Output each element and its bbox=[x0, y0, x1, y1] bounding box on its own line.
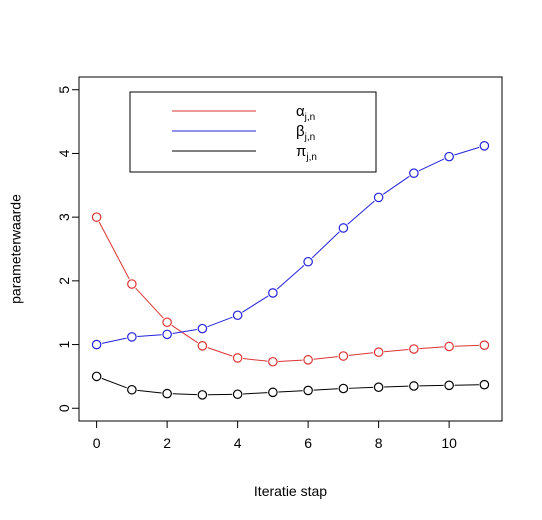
data-point bbox=[91, 212, 102, 222]
series-segment bbox=[384, 385, 409, 388]
data-point bbox=[409, 168, 419, 178]
data-point bbox=[373, 382, 384, 393]
data-point bbox=[127, 332, 137, 342]
y-axis: 0 1 2 3 4 5 bbox=[56, 86, 80, 412]
data-point bbox=[232, 389, 243, 400]
data-point bbox=[409, 381, 419, 391]
data-point bbox=[409, 344, 419, 354]
series-segment bbox=[276, 265, 305, 290]
x-axis-title: Iteratie stap bbox=[254, 483, 327, 499]
data-point bbox=[268, 288, 278, 298]
data-point bbox=[338, 351, 349, 361]
x-axis: 0 2 4 6 8 10 bbox=[93, 420, 457, 451]
series-segment bbox=[101, 337, 127, 344]
data-point bbox=[444, 151, 454, 162]
y-tick-label: 5 bbox=[56, 86, 72, 94]
series-segment bbox=[454, 344, 479, 347]
series-segment bbox=[172, 329, 198, 334]
data-point bbox=[91, 339, 102, 350]
series-0 bbox=[91, 212, 490, 367]
legend-symbol: β bbox=[296, 123, 305, 140]
series-segment bbox=[243, 358, 268, 362]
series-segment bbox=[348, 386, 374, 389]
x-tick-label: 2 bbox=[163, 435, 171, 451]
series-segment bbox=[311, 231, 340, 259]
legend-subscript: j,n bbox=[305, 152, 317, 163]
series-segment bbox=[418, 158, 445, 172]
legend-symbol: π bbox=[296, 143, 306, 160]
series-segment bbox=[382, 175, 410, 195]
data-point bbox=[444, 380, 454, 391]
series-segment bbox=[347, 200, 375, 225]
x-tick-label: 8 bbox=[375, 435, 383, 451]
data-point bbox=[232, 353, 243, 363]
legend-label: πj,n bbox=[296, 143, 317, 163]
series-segment bbox=[419, 346, 444, 350]
data-point bbox=[479, 141, 490, 151]
legend-symbol: α bbox=[296, 103, 305, 120]
series-segment bbox=[313, 356, 338, 360]
series-segment bbox=[278, 359, 303, 362]
series-segment bbox=[348, 352, 374, 356]
data-point bbox=[303, 385, 313, 396]
series-segment bbox=[384, 349, 409, 353]
x-tick-label: 4 bbox=[234, 435, 242, 451]
x-tick-label: 10 bbox=[441, 435, 457, 451]
data-point bbox=[373, 347, 384, 357]
series-segment bbox=[454, 146, 480, 156]
series-group bbox=[91, 141, 490, 400]
data-point bbox=[303, 256, 313, 267]
data-point bbox=[479, 340, 490, 350]
legend-box bbox=[129, 91, 377, 173]
series-segment bbox=[172, 393, 197, 396]
data-point bbox=[268, 387, 278, 398]
legend-subscript: j,n bbox=[304, 112, 316, 123]
data-point bbox=[444, 341, 454, 352]
data-point bbox=[197, 323, 208, 334]
legend-label: βj,n bbox=[296, 123, 315, 143]
data-point bbox=[303, 355, 313, 365]
series-segment bbox=[207, 316, 233, 328]
series-2 bbox=[91, 371, 490, 400]
data-point bbox=[127, 279, 137, 289]
data-point bbox=[338, 223, 349, 233]
series-segment bbox=[137, 389, 162, 394]
series-segment bbox=[135, 287, 164, 319]
series-segment bbox=[243, 392, 268, 395]
x-tick-label: 6 bbox=[304, 435, 312, 451]
data-point bbox=[268, 356, 278, 367]
data-point bbox=[338, 383, 349, 394]
y-tick-label: 4 bbox=[56, 149, 72, 157]
series-segment bbox=[98, 221, 130, 280]
legend-label: αj,n bbox=[296, 103, 315, 123]
series-1 bbox=[91, 141, 490, 350]
series-segment bbox=[207, 347, 233, 357]
y-tick-label: 0 bbox=[56, 404, 72, 412]
y-axis-title: parameterwaarde bbox=[8, 194, 24, 304]
data-point bbox=[127, 384, 137, 395]
series-segment bbox=[137, 334, 162, 338]
series-segment bbox=[171, 324, 199, 344]
legend: αj,nβj,nπj,n bbox=[129, 91, 377, 173]
series-segment bbox=[313, 388, 338, 391]
y-tick-label: 2 bbox=[56, 277, 72, 285]
data-point bbox=[91, 371, 102, 382]
y-tick-label: 3 bbox=[56, 213, 72, 221]
x-tick-label: 0 bbox=[93, 435, 101, 451]
y-tick-label: 1 bbox=[56, 340, 72, 348]
series-segment bbox=[101, 377, 127, 389]
data-point bbox=[479, 379, 490, 390]
data-point bbox=[162, 329, 172, 340]
data-point bbox=[373, 192, 384, 203]
legend-subscript: j,n bbox=[304, 132, 316, 143]
series-segment bbox=[278, 390, 303, 393]
series-segment bbox=[242, 295, 269, 313]
data-point bbox=[197, 341, 208, 351]
data-point bbox=[232, 310, 243, 321]
data-point bbox=[162, 388, 172, 399]
data-point bbox=[197, 390, 208, 400]
data-point bbox=[162, 317, 172, 328]
